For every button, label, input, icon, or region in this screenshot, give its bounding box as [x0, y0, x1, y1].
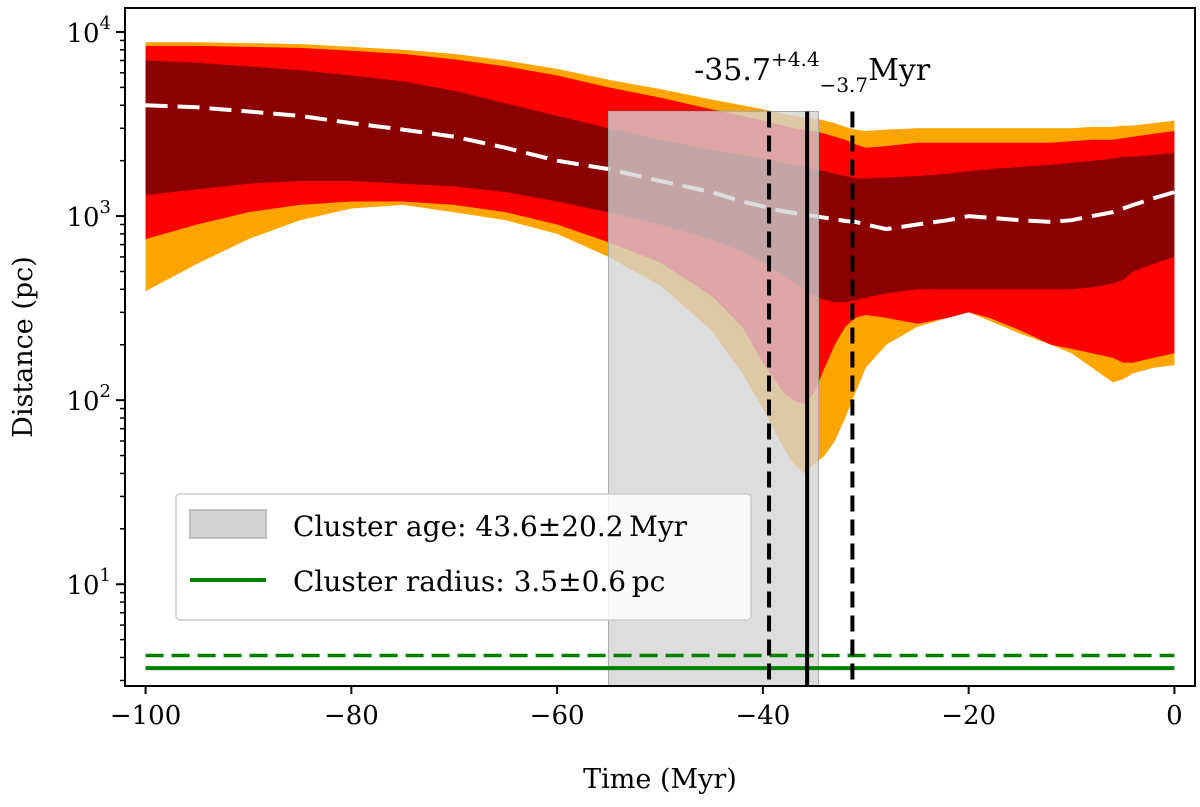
- annotation-layer: -35.7+4.4−3.7Myr: [694, 47, 931, 97]
- legend: Cluster age: 43.6±20.2 Myr Cluster radiu…: [175, 493, 752, 621]
- y-tick-base: 10: [66, 387, 99, 417]
- time-annotation: -35.7+4.4−3.7Myr: [694, 47, 931, 97]
- legend-age-patch: [189, 509, 267, 539]
- y-tick-base: 10: [66, 203, 99, 233]
- y-axis-title: Distance (pc): [8, 256, 39, 438]
- legend-radius-label: Cluster radius: 3.5±0.6 pc: [293, 565, 665, 598]
- legend-age-label: Cluster age: 43.6±20.2 Myr: [293, 510, 688, 543]
- y-tick-label: 101: [66, 565, 111, 601]
- legend-frame: [175, 493, 752, 621]
- x-tick-label: −60: [530, 701, 585, 731]
- annotation-unit: Myr: [868, 53, 931, 88]
- x-tick-label: −40: [735, 701, 790, 731]
- annotation-value: -35.7: [694, 53, 771, 88]
- median-distance-line: [145, 103, 1175, 232]
- x-tick-label: 0: [1166, 701, 1183, 731]
- y-tick-label: 102: [66, 381, 111, 417]
- x-tick-label: −20: [941, 701, 996, 731]
- y-tick-exponent: 2: [100, 381, 111, 402]
- annotation-lower-error: −3.7: [820, 73, 869, 97]
- x-tick-label: −100: [110, 701, 181, 731]
- y-tick-exponent: 1: [100, 565, 111, 586]
- y-tick-exponent: 3: [100, 197, 111, 218]
- y-tick-label: 103: [66, 197, 111, 233]
- annotation-upper-error: +4.4: [771, 47, 820, 71]
- y-tick-label: 104: [66, 13, 111, 49]
- axes-frame: [124, 7, 1196, 687]
- y-tick-base: 10: [66, 19, 99, 49]
- y-tick-base: 10: [66, 571, 99, 601]
- x-axis-title: Time (Myr): [583, 764, 737, 795]
- x-tick-label: −80: [324, 701, 379, 731]
- y-tick-exponent: 4: [100, 13, 111, 34]
